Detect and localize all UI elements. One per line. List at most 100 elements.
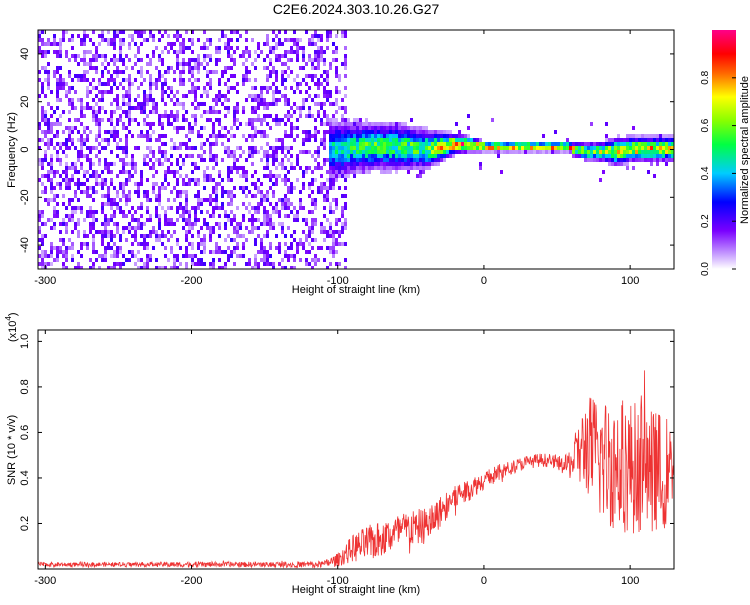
spectrogram-cell: [605, 158, 608, 162]
spectrogram-cell: [53, 170, 56, 174]
spectrogram-cell: [524, 142, 527, 146]
spectrogram-cell: [173, 186, 176, 190]
spectrogram-cell: [644, 154, 647, 158]
spectrogram-cell: [308, 166, 311, 170]
spectrogram-cell: [635, 134, 638, 138]
spectrogram-cell: [635, 138, 638, 142]
spectrogram-cell: [170, 234, 173, 238]
spectrogram-cell: [110, 254, 113, 258]
spectrogram-cell: [170, 246, 173, 250]
spectrogram-cell: [146, 62, 149, 66]
spectrogram-cell: [311, 154, 314, 158]
spectrogram-cell: [38, 214, 41, 218]
spectrogram-cell: [356, 166, 359, 170]
spectrogram-cell: [89, 174, 92, 178]
spectrogram-cell: [392, 138, 395, 142]
spectrogram-cell: [233, 154, 236, 158]
spectrogram-cell: [149, 254, 152, 258]
spectrogram-cell: [203, 90, 206, 94]
spectrogram-cell: [137, 190, 140, 194]
spectrogram-cell: [209, 194, 212, 198]
spectrogram-cell: [308, 110, 311, 114]
spectrogram-cell: [404, 138, 407, 142]
spectrogram-cell: [332, 142, 335, 146]
spectrogram-cell: [656, 134, 659, 138]
spectrogram-cell: [215, 202, 218, 206]
spectrogram-cell: [521, 142, 524, 146]
spectrogram-cell: [140, 174, 143, 178]
spectrogram-cell: [41, 82, 44, 86]
spectrogram-cell: [281, 206, 284, 210]
spectrogram-cell: [299, 242, 302, 246]
spectrogram-cell: [155, 138, 158, 142]
spectrogram-cell: [200, 142, 203, 146]
spectrogram-cell: [119, 46, 122, 50]
spectrogram-cell: [146, 138, 149, 142]
spectrogram-cell: [137, 106, 140, 110]
spectrogram-cell: [314, 222, 317, 226]
spectrogram-cell: [254, 254, 257, 258]
spectrogram-cell: [662, 138, 665, 142]
spectrogram-cell: [431, 142, 434, 146]
spectrogram-cell: [452, 138, 455, 142]
spectrogram-cell: [299, 190, 302, 194]
spectrogram-cell: [170, 42, 173, 46]
spectrogram-cell: [659, 158, 662, 162]
spectrogram-cell: [164, 142, 167, 146]
spectrogram-cell: [122, 254, 125, 258]
spectrogram-cell: [533, 146, 536, 150]
spectrogram-cell: [608, 150, 611, 154]
spectrogram-cell: [425, 162, 428, 166]
spectrogram-cell: [335, 110, 338, 114]
spectrogram-cell: [59, 50, 62, 54]
spectrogram-cell: [206, 62, 209, 66]
spectrogram-cell: [89, 50, 92, 54]
spectrogram-cell: [95, 58, 98, 62]
spectrogram-cell: [92, 78, 95, 82]
spectrogram-cell: [335, 102, 338, 106]
spectrogram-cell: [122, 170, 125, 174]
spectrogram-cell: [254, 266, 257, 269]
spectrogram-cell: [416, 146, 419, 150]
spectrogram-cell: [395, 122, 398, 126]
spectrogram-cell: [329, 170, 332, 174]
spectrogram-cell: [635, 146, 638, 150]
spectrogram-cell: [650, 158, 653, 162]
spectrogram-cell: [644, 134, 647, 138]
spectrogram-cell: [404, 154, 407, 158]
spectrogram-cell: [617, 150, 620, 154]
spectrogram-cell: [467, 146, 470, 150]
spectrogram-cell: [311, 246, 314, 250]
spectrogram-cell: [128, 222, 131, 226]
spectrogram-cell: [344, 158, 347, 162]
spectrogram-cell: [419, 134, 422, 138]
spectrogram-cell: [209, 142, 212, 146]
spectrogram-cell: [50, 126, 53, 130]
spectrogram-cell: [227, 218, 230, 222]
spectrogram-cell: [125, 78, 128, 82]
spectrogram-cell: [242, 254, 245, 258]
spectrogram-cell: [218, 170, 221, 174]
spectrogram-cell: [563, 142, 566, 146]
spectrogram-cell: [647, 138, 650, 142]
spectrogram-cell: [266, 106, 269, 110]
spectrogram-cell: [590, 154, 593, 158]
spectrogram-cell: [119, 70, 122, 74]
spectrogram-cell: [359, 158, 362, 162]
spectrogram-cell: [113, 162, 116, 166]
spectrogram-cell: [134, 78, 137, 82]
spectrogram-cell: [335, 50, 338, 54]
spectrogram-cell: [194, 94, 197, 98]
spectrogram-cell: [221, 190, 224, 194]
spectrogram-cell: [257, 206, 260, 210]
spectrogram-cell: [182, 78, 185, 82]
spectrogram-cell: [50, 186, 53, 190]
spectrogram-cell: [107, 198, 110, 202]
spectrogram-cell: [95, 190, 98, 194]
spectrogram-cell: [128, 250, 131, 254]
spectrogram-cell: [221, 194, 224, 198]
spectrogram-cell: [311, 182, 314, 186]
spectrogram-cell: [326, 178, 329, 182]
chart-title: C2E6.2024.303.10.26.G27: [273, 1, 440, 17]
spectrogram-cell: [440, 150, 443, 154]
